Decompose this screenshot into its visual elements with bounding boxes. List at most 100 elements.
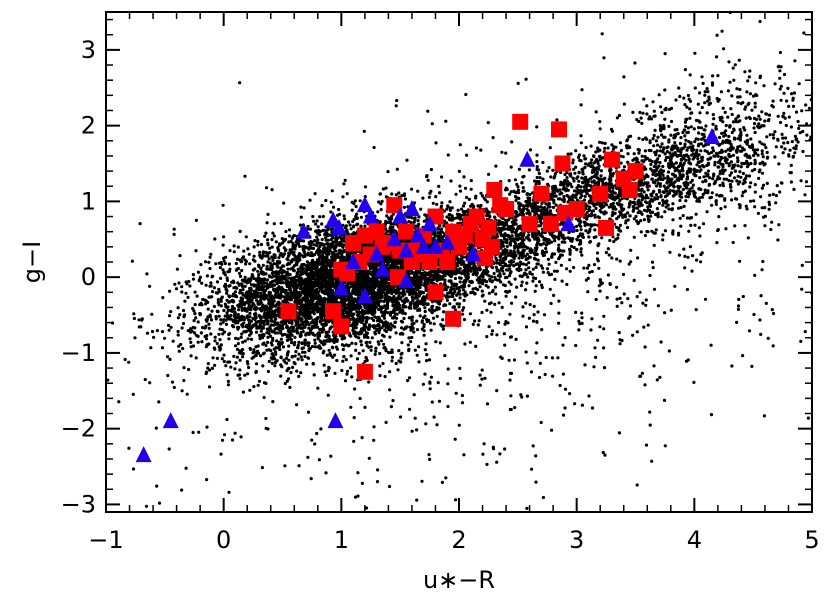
data-dot (314, 229, 318, 233)
data-dot (215, 309, 219, 313)
data-dot (236, 342, 240, 346)
data-dot (298, 223, 302, 227)
data-dot (264, 231, 268, 235)
data-dot (315, 258, 319, 262)
data-dot (231, 319, 235, 323)
data-dot (229, 365, 233, 369)
data-dot (377, 200, 381, 204)
data-dot (273, 304, 277, 308)
data-dot (371, 306, 375, 310)
data-dot (345, 372, 349, 376)
data-dot (207, 326, 211, 330)
data-dot (185, 392, 189, 396)
data-dot (180, 326, 184, 330)
data-dot (430, 305, 434, 309)
data-dot (203, 260, 208, 264)
data-dot (313, 308, 317, 312)
data-dot (354, 326, 358, 330)
data-dot (348, 223, 352, 227)
data-dot (341, 243, 345, 247)
data-dot (304, 323, 308, 327)
data-dot (369, 348, 373, 352)
data-dot (355, 303, 359, 307)
data-dot (218, 266, 222, 270)
data-dot (256, 269, 260, 273)
data-dot (265, 348, 269, 352)
data-dot (257, 294, 261, 298)
data-dot (279, 281, 283, 285)
data-dot (191, 273, 195, 277)
data-dot (273, 331, 277, 335)
data-dot (259, 242, 264, 247)
data-dot (261, 319, 265, 323)
data-dot (263, 278, 267, 282)
data-dot (186, 295, 190, 299)
data-dot (266, 252, 270, 256)
data-dot (246, 324, 251, 328)
data-dot (261, 263, 265, 267)
data-dot (400, 341, 404, 345)
data-dot (150, 312, 154, 316)
data-dot (243, 284, 247, 288)
data-dot (219, 304, 223, 308)
data-dot (286, 267, 290, 271)
data-dot (292, 276, 296, 280)
data-dot (288, 248, 292, 252)
data-dot (265, 322, 269, 326)
data-dot (358, 199, 362, 203)
data-dot (222, 259, 226, 263)
data-dot (340, 368, 344, 373)
data-dot (148, 284, 152, 288)
data-dot (204, 302, 208, 306)
data-dot (320, 330, 324, 334)
data-dot (292, 250, 296, 254)
data-dot (123, 357, 127, 362)
data-dot (355, 331, 359, 335)
data-dot (221, 268, 225, 272)
data-dot (364, 356, 368, 360)
data-dot (222, 308, 226, 313)
data-dot (323, 233, 327, 237)
data-dot (378, 364, 382, 368)
data-dot (211, 356, 215, 360)
data-dot (395, 316, 399, 320)
data-dot (385, 311, 390, 315)
data-dot (291, 234, 295, 239)
data-dot (474, 344, 478, 348)
data-dot (295, 369, 299, 373)
data-dot (262, 332, 266, 337)
data-dot (307, 267, 311, 271)
data-dot (283, 381, 287, 386)
data-dot (370, 316, 374, 320)
data-dot (228, 284, 232, 288)
data-dot (267, 306, 271, 311)
data-dot (411, 326, 415, 330)
data-dot (199, 301, 203, 305)
data-dot (380, 320, 384, 324)
data-dot (303, 350, 307, 354)
data-dot (320, 341, 324, 345)
data-dot (507, 274, 512, 278)
data-dot (270, 361, 274, 365)
data-dot (289, 332, 293, 336)
data-dot (415, 319, 419, 323)
data-dot (254, 316, 258, 320)
data-dot (463, 290, 467, 294)
data-dot (203, 298, 207, 302)
data-dot (288, 326, 292, 330)
data-dot (452, 287, 456, 291)
data-dot (215, 280, 220, 284)
data-dot (303, 320, 307, 324)
data-dot (247, 252, 251, 256)
data-dot (297, 340, 301, 344)
data-dot (188, 337, 192, 341)
data-dot (290, 284, 294, 288)
data-dot (397, 191, 401, 195)
data-dot (354, 342, 358, 346)
data-dot (479, 191, 483, 195)
data-dot (248, 388, 252, 392)
data-dot (322, 313, 326, 317)
data-dot (264, 254, 268, 258)
data-dot (520, 280, 524, 284)
